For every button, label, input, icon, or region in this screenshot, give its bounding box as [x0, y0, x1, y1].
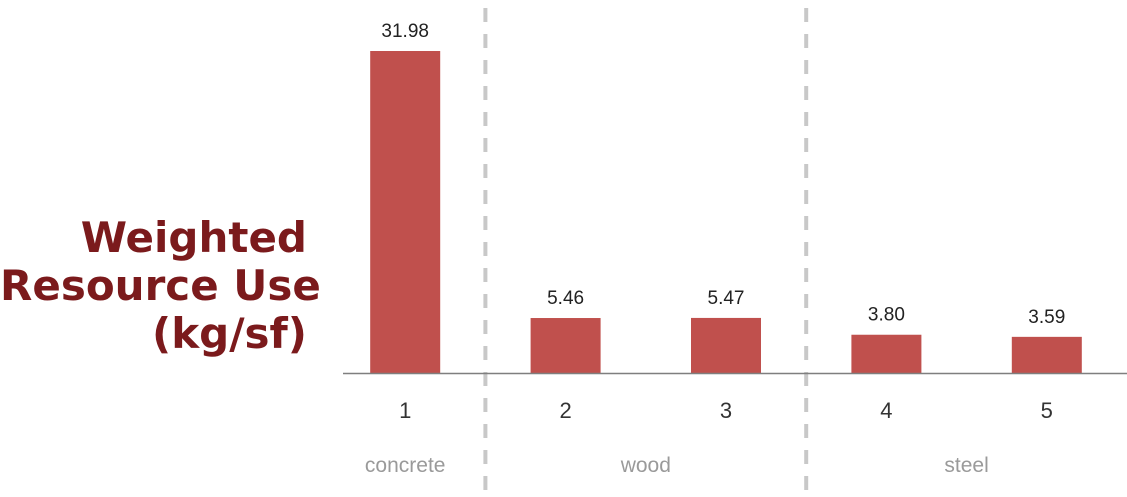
bar [530, 318, 601, 373]
bar-value-label: 3.80 [868, 305, 905, 326]
bar-value-label: 31.98 [381, 21, 429, 42]
bar-value-label: 5.46 [547, 288, 584, 309]
group-label: steel [944, 454, 988, 477]
bar [1011, 336, 1082, 373]
x-tick-label: 1 [399, 398, 411, 423]
bar-value-label: 3.59 [1028, 307, 1065, 328]
y-axis-label-line-1: Weighted [80, 213, 307, 262]
bar [851, 334, 922, 373]
y-axis-label-line-2: Resource Use [0, 261, 321, 310]
bar [691, 317, 761, 373]
bar [370, 51, 441, 373]
group-label: concrete [365, 454, 446, 477]
group-label: wood [620, 454, 671, 477]
x-tick-label: 3 [720, 398, 732, 423]
x-tick-label: 4 [880, 398, 892, 423]
y-axis-label-line-3: (kg/sf) [152, 309, 307, 358]
bar-value-label: 5.47 [708, 288, 745, 309]
x-tick-label: 5 [1041, 398, 1053, 423]
x-tick-label: 2 [559, 398, 571, 423]
y-axis-label: Weighted Resource Use (kg/sf) [0, 213, 321, 358]
